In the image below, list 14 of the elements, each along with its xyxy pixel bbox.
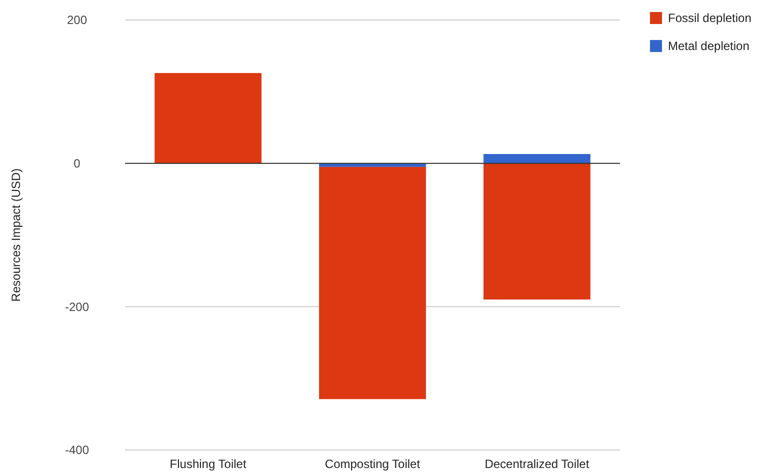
y-tick-label: -200 — [64, 300, 90, 314]
bar — [484, 163, 590, 300]
y-tick-label: 200 — [66, 13, 88, 28]
bar — [484, 154, 590, 164]
x-tick-label: Decentralized Toilet — [484, 457, 590, 471]
bar — [154, 73, 262, 164]
y-tick-label: 0 — [74, 156, 81, 171]
y-tick-label: -400 — [64, 443, 90, 458]
legend-label: Fossil depletion — [668, 11, 752, 26]
y-axis-title: Resources Impact (USD) — [9, 168, 23, 302]
legend-label: Metal depletion — [668, 39, 750, 54]
bar — [319, 166, 426, 400]
x-tick-label: Composting Toilet — [324, 457, 421, 471]
x-tick-label: Flushing Toilet — [170, 457, 247, 471]
